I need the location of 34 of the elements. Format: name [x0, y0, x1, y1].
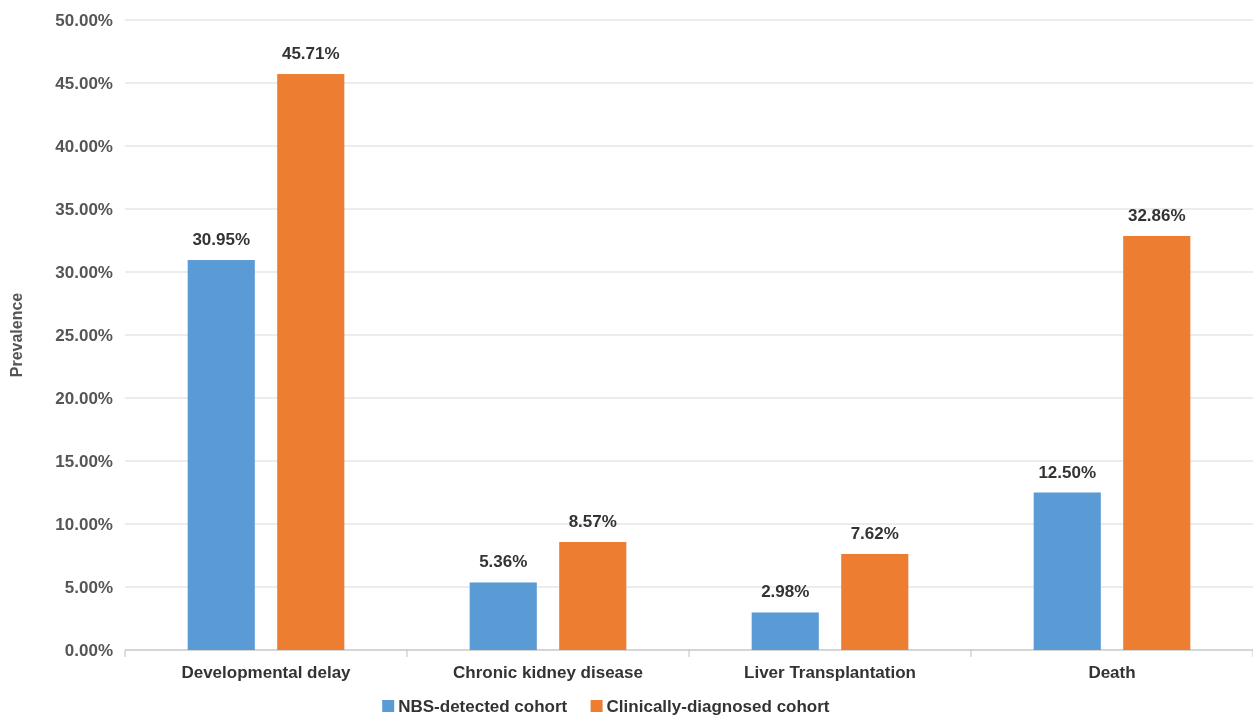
data-label: 8.57% — [568, 512, 617, 532]
legend-label: Clinically-diagnosed cohort — [606, 697, 830, 716]
bar — [187, 260, 255, 650]
y-tick-label: 45.00% — [55, 73, 113, 93]
data-label: 12.50% — [1038, 462, 1097, 482]
y-axis-title: Prevalence — [8, 292, 25, 378]
bar — [1123, 235, 1191, 650]
x-tick-label: Liver Transplantation — [744, 663, 916, 682]
y-tick-label: 30.00% — [55, 262, 113, 282]
data-label: 45.71% — [281, 44, 340, 64]
data-label: 30.95% — [192, 230, 251, 250]
y-tick-label: 0.00% — [64, 640, 113, 660]
bar — [751, 612, 819, 650]
x-tick-label: Chronic kidney disease — [453, 663, 643, 682]
data-label: 32.86% — [1127, 205, 1186, 225]
bar — [469, 582, 537, 650]
y-tick-label: 5.00% — [64, 577, 113, 597]
bar — [1033, 492, 1101, 650]
y-tick-label: 20.00% — [55, 388, 113, 408]
bar — [841, 553, 909, 650]
y-tick-label: 10.00% — [55, 514, 113, 534]
x-tick-label: Death — [1088, 663, 1136, 682]
y-tick-label: 15.00% — [55, 451, 113, 471]
data-label: 2.98% — [761, 582, 810, 602]
x-tick-label: Developmental delay — [181, 663, 352, 682]
bar — [559, 542, 627, 650]
y-tick-label: 50.00% — [55, 10, 113, 30]
y-tick-label: 25.00% — [55, 325, 113, 345]
bar — [277, 74, 345, 650]
legend-label: NBS-detected cohort — [398, 697, 568, 716]
data-label: 7.62% — [850, 523, 899, 543]
y-tick-label: 40.00% — [55, 136, 113, 156]
y-tick-label: 35.00% — [55, 199, 113, 219]
data-label: 5.36% — [479, 552, 528, 572]
